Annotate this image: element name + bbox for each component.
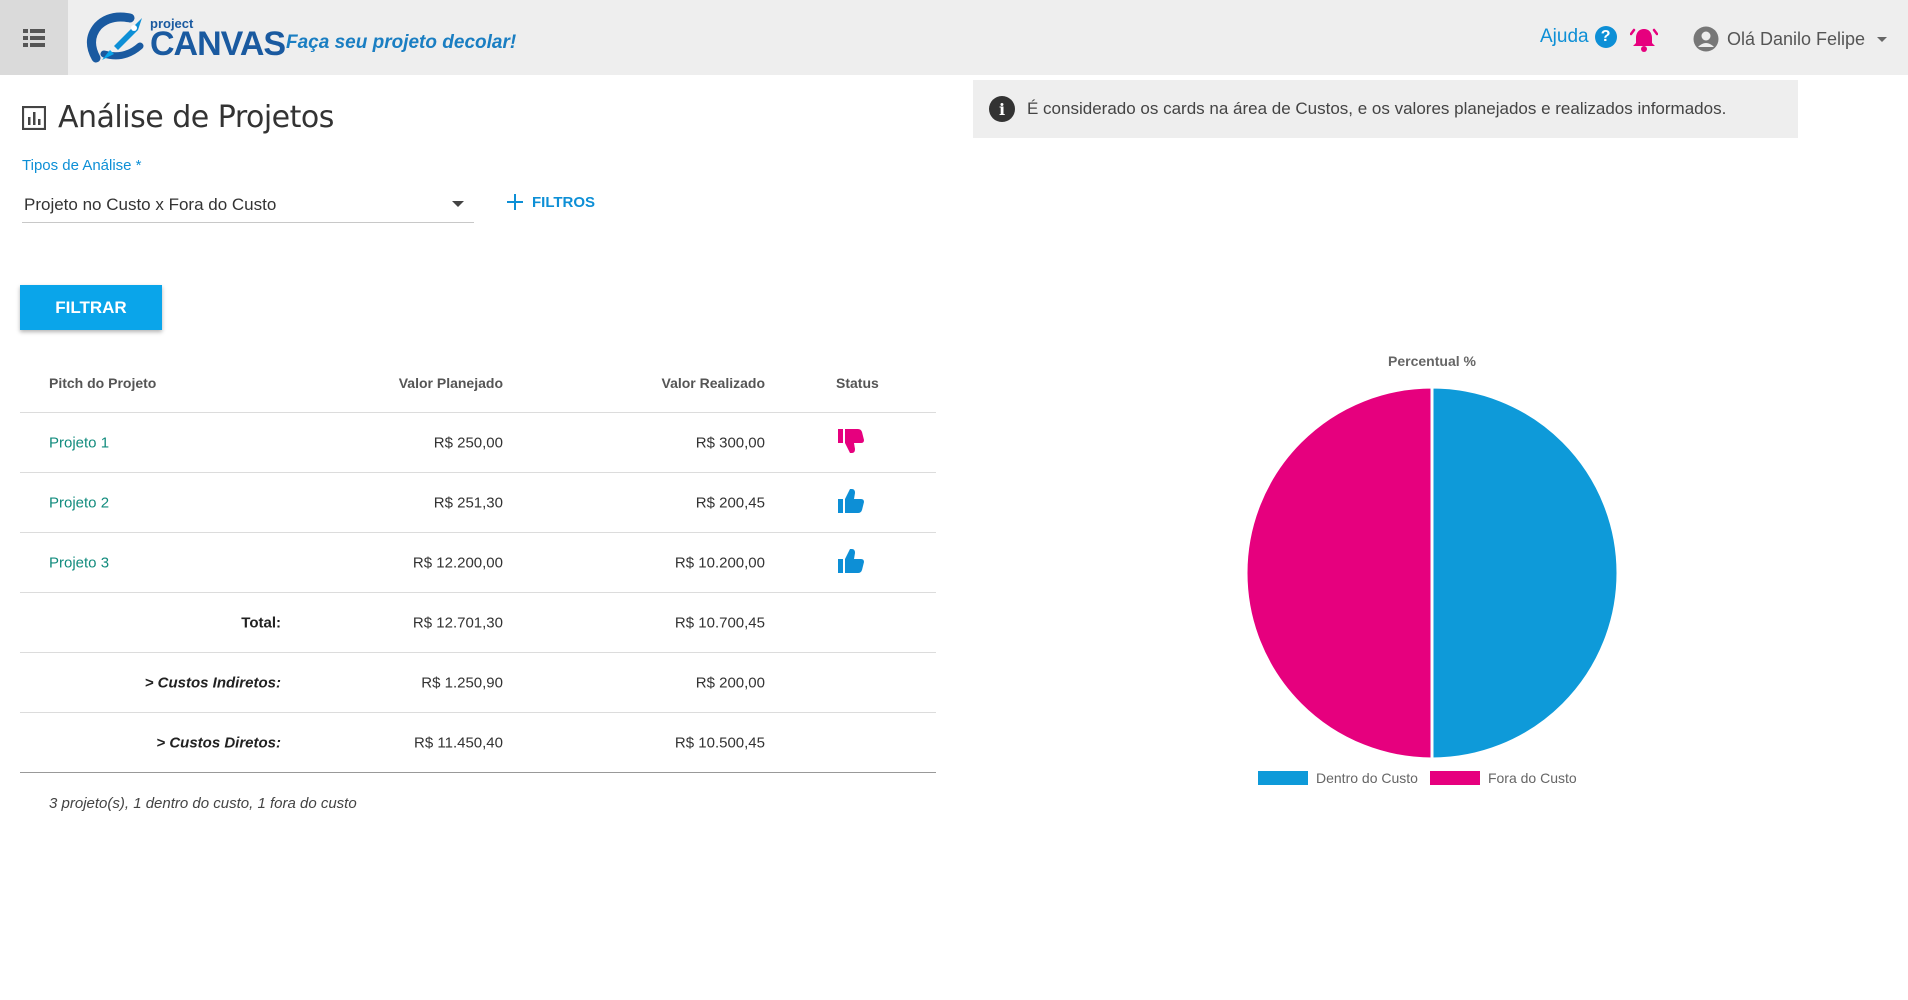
user-menu[interactable]: Olá Danilo Felipe (1693, 26, 1888, 52)
summary-row-total: Total: R$ 12.701,30 R$ 10.700,45 (20, 593, 936, 653)
thumbs-down-icon (836, 427, 866, 459)
project-link[interactable]: Projeto 2 (49, 494, 110, 511)
table-row: Projeto 2 R$ 251,30 R$ 200,45 (20, 473, 936, 533)
column-header-status[interactable]: Status (836, 374, 879, 391)
filter-button[interactable]: FILTRAR (20, 285, 162, 330)
brand-slogan: Faça seu projeto decolar! (286, 32, 517, 53)
rocket-logo-icon (87, 12, 144, 63)
top-bar: project CANVAS Faça seu projeto decolar!… (0, 0, 1908, 75)
planned-value: R$ 1.250,90 (421, 674, 503, 691)
analysis-type-select[interactable]: Projeto no Custo x Fora do Custo (22, 190, 474, 223)
column-header-pitch[interactable]: Pitch do Projeto (49, 374, 157, 391)
thumbs-up-icon (836, 487, 866, 519)
help-label: Ajuda (1540, 26, 1589, 47)
planned-value: R$ 12.701,30 (412, 614, 503, 631)
page-title-text: Análise de Projetos (58, 100, 334, 135)
realized-value: R$ 10.700,45 (674, 614, 765, 631)
chart-legend: Dentro do Custo Fora do Custo (1258, 770, 1577, 786)
analysis-type-value: Projeto no Custo x Fora do Custo (24, 195, 277, 214)
info-text: É considerado os cards na área de Custos… (1027, 99, 1727, 118)
legend-label: Dentro do Custo (1316, 770, 1418, 786)
table-row: Projeto 3 R$ 12.200,00 R$ 10.200,00 (20, 533, 936, 593)
planned-value: R$ 251,30 (433, 494, 503, 511)
page-title: Análise de Projetos (22, 100, 334, 135)
info-banner: i É considerado os cards na área de Cust… (973, 80, 1798, 138)
grid-menu-icon (23, 28, 45, 47)
table-row: Projeto 1 R$ 250,00 R$ 300,00 (20, 413, 936, 473)
legend-item-inside[interactable]: Dentro do Custo (1258, 770, 1418, 786)
summary-label: > Custos Indiretos: (144, 674, 281, 691)
legend-swatch (1258, 771, 1308, 785)
pie-slice-fora-do-custo[interactable] (1244, 385, 1434, 761)
pie-slice-dentro-do-custo[interactable] (1430, 385, 1620, 761)
table-footnote: 3 projeto(s), 1 dentro do custo, 1 fora … (49, 795, 357, 812)
menu-toggle-button[interactable] (0, 0, 68, 75)
project-link[interactable]: Projeto 3 (49, 554, 110, 571)
user-greeting: Olá Danilo Felipe (1727, 28, 1866, 49)
chevron-down-icon (1877, 36, 1888, 42)
plus-icon (507, 194, 523, 210)
chart-title: Percentual % (1388, 353, 1476, 369)
summary-row-indirect: > Custos Indiretos: R$ 1.250,90 R$ 200,0… (20, 653, 936, 713)
planned-value: R$ 250,00 (433, 434, 503, 451)
realized-value: R$ 10.200,00 (674, 554, 765, 571)
legend-swatch (1429, 771, 1480, 785)
legend-label: Fora do Custo (1487, 770, 1577, 786)
user-avatar-icon (1693, 26, 1719, 52)
analysis-type-label: Tipos de Análise * (22, 157, 142, 174)
realized-value: R$ 300,00 (695, 434, 765, 451)
alarm-bell-icon (1629, 28, 1659, 52)
summary-label: Total: (241, 614, 281, 631)
brand-small-text: project (150, 16, 194, 31)
dropdown-arrow-icon (452, 201, 464, 207)
planned-value: R$ 12.200,00 (412, 554, 503, 571)
column-header-realized[interactable]: Valor Realizado (661, 374, 765, 391)
bar-chart-icon (22, 105, 46, 130)
notifications-button[interactable] (1629, 26, 1659, 57)
info-icon: i (989, 96, 1015, 122)
realized-value: R$ 200,45 (695, 494, 765, 511)
pie-chart (1244, 385, 1620, 761)
brand-name: CANVAS (150, 25, 286, 63)
realized-value: R$ 200,00 (695, 674, 765, 691)
legend-item-outside[interactable]: Fora do Custo (1429, 770, 1577, 786)
realized-value: R$ 10.500,45 (674, 734, 765, 751)
projects-table: Pitch do Projeto Valor Planejado Valor R… (20, 353, 936, 773)
summary-row-direct: > Custos Diretos: R$ 11.450,40 R$ 10.500… (20, 713, 936, 773)
help-link[interactable]: Ajuda ? (1540, 26, 1617, 48)
column-header-planned[interactable]: Valor Planejado (398, 374, 503, 391)
table-header-row: Pitch do Projeto Valor Planejado Valor R… (20, 353, 936, 413)
question-icon: ? (1594, 26, 1617, 48)
project-link[interactable]: Projeto 1 (49, 434, 110, 451)
summary-label: > Custos Diretos: (156, 734, 281, 751)
filters-label: FILTROS (532, 193, 596, 211)
thumbs-up-icon (836, 547, 866, 579)
add-filters-button[interactable]: FILTROS (506, 193, 595, 211)
planned-value: R$ 11.450,40 (414, 734, 503, 751)
